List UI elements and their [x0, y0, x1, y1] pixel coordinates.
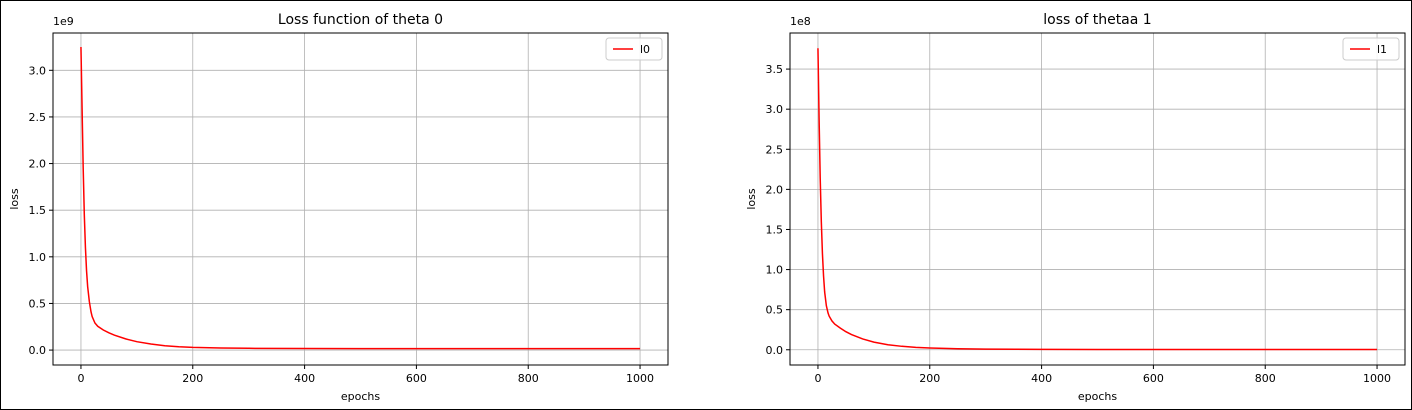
- x-tick-label: 1000: [626, 372, 654, 385]
- y-tick-label: 0.5: [29, 297, 47, 310]
- x-tick-label: 0: [77, 372, 84, 385]
- x-tick-label: 400: [1031, 372, 1052, 385]
- y-tick-label: 2.0: [29, 158, 47, 171]
- y-tick-label: 0.0: [766, 344, 784, 357]
- legend-label-l1: l1: [1377, 43, 1387, 56]
- legend-box: [605, 37, 663, 61]
- x-tick-label: 200: [919, 372, 940, 385]
- x-axis-label: epochs: [1078, 390, 1117, 403]
- y-tick-label: 3.5: [766, 63, 784, 76]
- x-tick-label: 1000: [1363, 372, 1391, 385]
- y-tick-label: 0.0: [29, 344, 47, 357]
- y-axis-label: loss: [8, 188, 21, 210]
- x-axis-label: epochs: [341, 390, 380, 403]
- x-tick-label: 600: [406, 372, 427, 385]
- x-tick-label: 400: [294, 372, 315, 385]
- y-tick-label: 1.0: [29, 251, 47, 264]
- y-tick-label: 2.5: [766, 143, 784, 156]
- legend: l0: [605, 37, 663, 61]
- y-axis-label: loss: [745, 188, 758, 210]
- plot-frame: [789, 32, 1406, 366]
- y-tick-label: 2.0: [766, 183, 784, 196]
- y-tick-label: 0.5: [766, 304, 784, 317]
- series-line-l1: [817, 48, 1378, 351]
- axis-offset-label: 1e8: [790, 15, 811, 28]
- chart-title: loss of thetaa 1: [1043, 12, 1151, 28]
- x-tick-label: 800: [1255, 372, 1276, 385]
- y-tick-label: 3.0: [766, 103, 784, 116]
- y-tick-label: 2.5: [29, 111, 47, 124]
- x-tick-label: 200: [182, 372, 203, 385]
- legend: l1: [1342, 37, 1400, 61]
- axis-offset-label: 1e9: [53, 15, 74, 28]
- y-tick-label: 3.0: [29, 64, 47, 77]
- legend-box: [1342, 37, 1400, 61]
- x-tick-label: 800: [518, 372, 539, 385]
- plot-frame: [52, 32, 669, 366]
- x-tick-label: 600: [1143, 372, 1164, 385]
- y-tick-label: 1.0: [766, 264, 784, 277]
- chart-panel-1: 0 200 400 600 800 1000 0.0 0.5 1.0 1.5 2.0 2.5 3.0 3.…: [745, 12, 1406, 403]
- chart-panel-0: 0 200 400 600 800 1000 0.0 0.5 1.0 1.5 2.0 2.5 3.0 1e…: [8, 12, 669, 403]
- series-line-l0: [80, 46, 641, 350]
- y-tick-label: 1.5: [29, 204, 47, 217]
- y-tick-label: 1.5: [766, 223, 784, 236]
- legend-label-l0: l0: [640, 43, 650, 56]
- x-tick-label: 0: [814, 372, 821, 385]
- chart-title: Loss function of theta 0: [278, 12, 443, 28]
